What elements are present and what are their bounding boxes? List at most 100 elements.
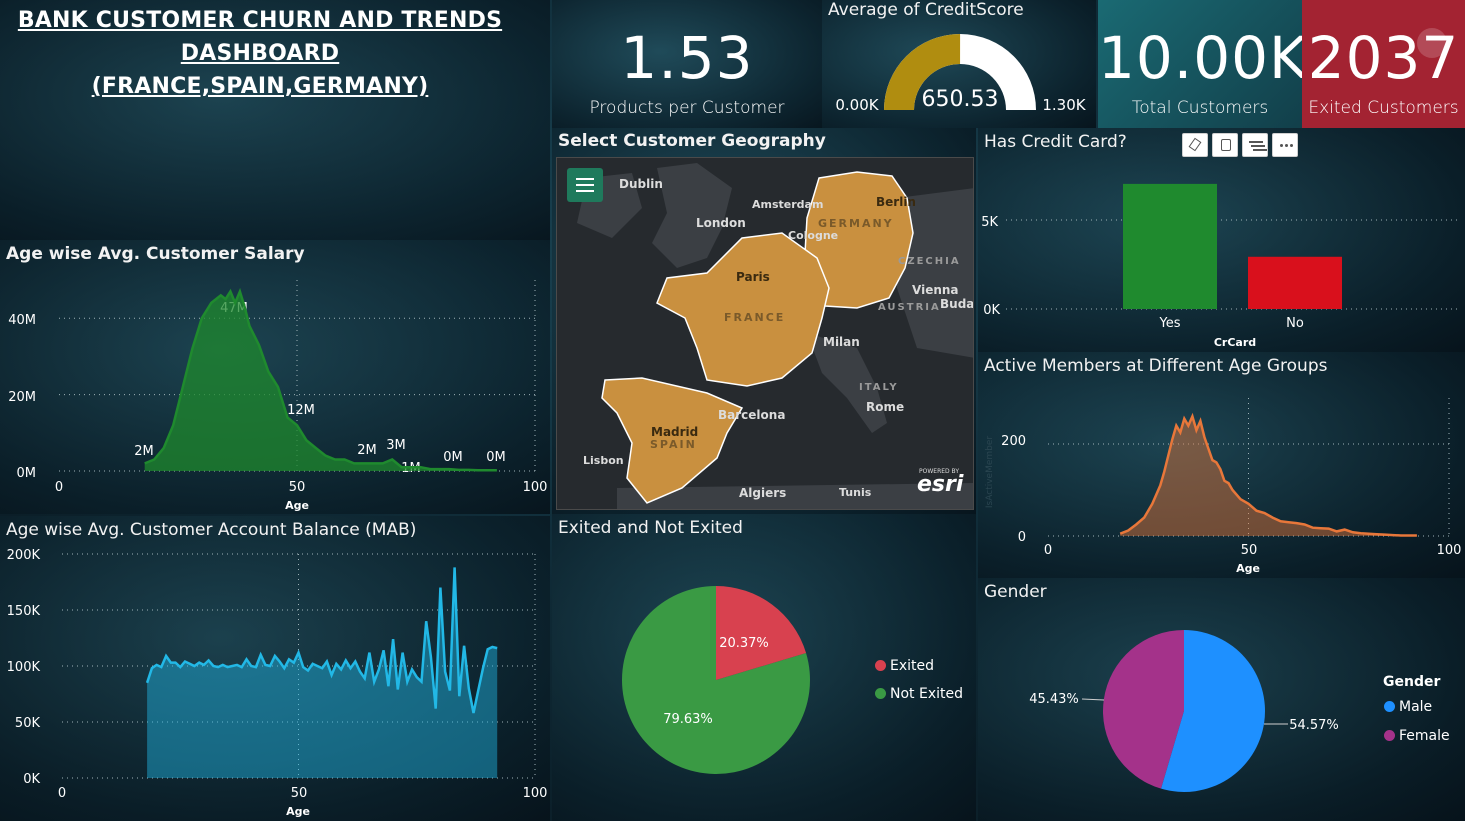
dashboard-title-line3: (FRANCE,SPAIN,GERMANY) bbox=[91, 74, 429, 99]
cc-bar-yes bbox=[1123, 183, 1217, 309]
salary-label-12m: 12M bbox=[287, 403, 315, 418]
legend-not-exited[interactable]: Not Exited bbox=[875, 686, 963, 702]
pie-slice-female bbox=[1103, 630, 1184, 789]
map-city-rome: Rome bbox=[866, 400, 905, 414]
salary-line bbox=[144, 287, 497, 472]
gender-pie-chart: 54.57% 45.43% bbox=[1029, 630, 1339, 792]
map-title: Select Customer Geography bbox=[558, 131, 826, 151]
gender-pie-title: Gender bbox=[984, 582, 1047, 602]
map-canvas[interactable]: Dublin Amsterdam Berlin London Cologne P… bbox=[556, 157, 974, 510]
active-ylabel: IsActiveMember bbox=[985, 436, 995, 509]
total-customers-value: 10.00K bbox=[1098, 24, 1302, 92]
map-panel[interactable]: Select Customer Geography Dublin Amsterd… bbox=[552, 128, 976, 514]
map-city-cologne: Cologne bbox=[788, 229, 839, 242]
active-members-title: Active Members at Different Age Groups bbox=[984, 356, 1328, 376]
balance-ytick-0k: 0K bbox=[23, 772, 40, 787]
not-exited-pct-label: 79.63% bbox=[663, 712, 713, 727]
gender-pie-panel[interactable]: Gender 54.57% 45.43% Gender Male Female bbox=[978, 578, 1465, 821]
products-label: Products per Customer bbox=[589, 98, 785, 118]
title-panel: BANK CUSTOMER CHURN AND TRENDS DASHBOARD… bbox=[0, 0, 550, 240]
products-value: 1.53 bbox=[620, 24, 754, 92]
active-members-chart: 200 0 0 50 100 Age IsActiveMember bbox=[985, 398, 1462, 575]
map-country-germany: GERMANY bbox=[818, 217, 894, 230]
map-city-dublin: Dublin bbox=[619, 177, 663, 191]
active-xtick-100: 100 bbox=[1437, 543, 1462, 558]
spain-shape bbox=[601, 377, 744, 504]
active-members-panel[interactable]: Active Members at Different Age Groups 2… bbox=[978, 352, 1465, 578]
gender-legend-title: Gender bbox=[1383, 674, 1441, 690]
male-pct-label: 54.57% bbox=[1289, 718, 1339, 733]
map-country-austria: AUSTRIA bbox=[878, 302, 941, 313]
map-city-budapest: Budap bbox=[940, 297, 974, 311]
gauge-value: 650.53 bbox=[922, 87, 999, 112]
exited-pie-chart: 20.37% 79.63% bbox=[622, 586, 810, 774]
legend-male-swatch bbox=[1384, 701, 1395, 712]
exited-customers-label: Exited Customers bbox=[1308, 98, 1459, 118]
cc-xlabel: CrCard bbox=[1214, 336, 1256, 349]
map-menu-button[interactable] bbox=[567, 168, 603, 202]
pin-visual-button[interactable] bbox=[1182, 133, 1208, 157]
france-shape bbox=[656, 232, 830, 387]
cc-xtick-no: No bbox=[1286, 316, 1304, 331]
legend-exited[interactable]: Exited bbox=[875, 658, 934, 674]
menu-icon bbox=[576, 178, 594, 180]
active-line bbox=[1119, 412, 1417, 537]
filter-visual-button[interactable] bbox=[1242, 133, 1268, 157]
products-card[interactable]: 1.53 Products per Customer bbox=[552, 0, 822, 128]
exited-customers-card[interactable]: 2037 Exited Customers bbox=[1302, 0, 1465, 128]
map-city-milan: Milan bbox=[823, 335, 860, 349]
credit-card-panel[interactable]: Has Credit Card? 5K 0K CrCard Yes No bbox=[978, 128, 1465, 352]
copy-visual-button[interactable] bbox=[1212, 133, 1238, 157]
map-city-london: London bbox=[696, 216, 746, 230]
cc-bar-no bbox=[1248, 256, 1342, 309]
balance-area bbox=[147, 567, 498, 778]
balance-xtick-100: 100 bbox=[523, 786, 548, 801]
total-customers-label: Total Customers bbox=[1131, 98, 1269, 118]
active-xtick-0: 0 bbox=[1044, 543, 1052, 558]
legend-female-swatch bbox=[1384, 730, 1395, 741]
salary-xlabel: Age bbox=[285, 499, 309, 512]
salary-ytick-40: 40M bbox=[8, 313, 36, 328]
legend-female[interactable]: Female bbox=[1384, 728, 1450, 744]
dashboard-title-line2: DASHBOARD bbox=[180, 41, 340, 66]
balance-chart-panel[interactable]: Age wise Avg. Customer Account Balance (… bbox=[0, 516, 550, 821]
salary-ytick-0: 0M bbox=[17, 466, 37, 481]
north-africa-landmass bbox=[617, 483, 973, 509]
balance-xlabel: Age bbox=[286, 805, 310, 818]
map-city-amsterdam: Amsterdam bbox=[752, 198, 824, 211]
total-customers-card[interactable]: 10.00K Total Customers bbox=[1098, 0, 1302, 128]
exited-pie-title: Exited and Not Exited bbox=[558, 518, 743, 538]
map-city-tunis: Tunis bbox=[839, 486, 872, 499]
exited-card-watermark-icon bbox=[1417, 28, 1447, 58]
more-icon bbox=[1280, 144, 1283, 147]
balance-ytick-150k: 150K bbox=[7, 604, 41, 619]
balance-ytick-200k: 200K bbox=[7, 548, 41, 563]
map-shapes bbox=[577, 163, 973, 509]
exited-customers-value: 2037 bbox=[1307, 24, 1460, 92]
map-city-paris: Paris bbox=[736, 270, 770, 284]
salary-chart: 40M 20M 0M 0 50 100 Age 2M 47M 12M 2M 3M… bbox=[8, 280, 547, 512]
map-city-vienna: Vienna bbox=[912, 283, 959, 297]
pin-icon bbox=[1188, 137, 1202, 152]
map-city-lisbon: Lisbon bbox=[583, 454, 624, 467]
legend-male[interactable]: Male bbox=[1384, 699, 1432, 715]
credit-score-card[interactable]: Average of CreditScore 650.53 0.00K 1.30… bbox=[822, 0, 1096, 128]
balance-ytick-100k: 100K bbox=[7, 660, 41, 675]
map-country-france: FRANCE bbox=[724, 311, 786, 324]
more-options-button[interactable] bbox=[1272, 133, 1298, 157]
gauge-min: 0.00K bbox=[835, 96, 879, 114]
credit-card-title: Has Credit Card? bbox=[984, 132, 1127, 152]
salary-xtick-0: 0 bbox=[55, 480, 63, 495]
salary-label-0m-b: 0M bbox=[486, 450, 506, 465]
copy-icon bbox=[1221, 139, 1231, 151]
esri-logo[interactable]: esri bbox=[917, 472, 964, 497]
legend-not-exited-swatch bbox=[875, 688, 886, 699]
cc-xtick-yes: Yes bbox=[1159, 316, 1181, 331]
active-xlabel: Age bbox=[1236, 562, 1260, 575]
credit-score-title: Average of CreditScore bbox=[828, 0, 1024, 20]
exited-pie-panel[interactable]: Exited and Not Exited 20.37% 79.63% Exit… bbox=[552, 514, 976, 821]
salary-chart-panel[interactable]: Age wise Avg. Customer Salary 40M 20M 0M… bbox=[0, 240, 550, 514]
cc-ytick-0k: 0K bbox=[983, 303, 1000, 318]
balance-chart: 200K 150K 100K 50K 0K 0 50 100 Age bbox=[7, 548, 548, 818]
salary-chart-title: Age wise Avg. Customer Salary bbox=[6, 244, 305, 264]
